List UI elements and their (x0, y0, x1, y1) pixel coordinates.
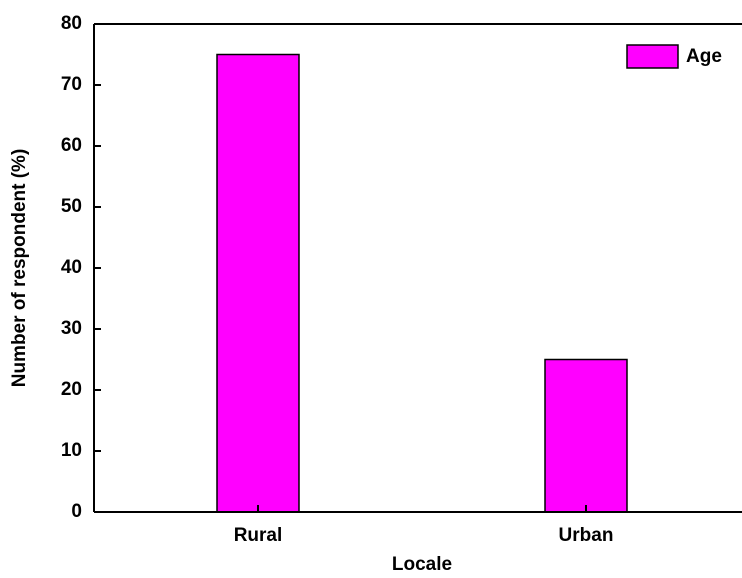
y-tick-label: 50 (61, 196, 82, 217)
x-axis-label: Locale (392, 554, 452, 575)
y-tick-label: 70 (61, 74, 82, 95)
x-tick-label: Rural (234, 525, 283, 546)
legend-swatch (626, 44, 679, 69)
bar (544, 358, 628, 513)
y-tick-label: 40 (61, 257, 82, 278)
bar (216, 53, 300, 513)
y-tick-label: 0 (71, 501, 82, 522)
y-tick-label: 80 (61, 13, 82, 34)
y-tick-label: 20 (61, 379, 82, 400)
y-tick-label: 30 (61, 318, 82, 339)
y-tick-label: 60 (61, 135, 82, 156)
x-tick-label: Urban (559, 525, 614, 546)
y-tick-label: 10 (61, 440, 82, 461)
legend-label: Age (686, 46, 722, 67)
y-axis-label: Number of respondent (%) (9, 149, 30, 388)
